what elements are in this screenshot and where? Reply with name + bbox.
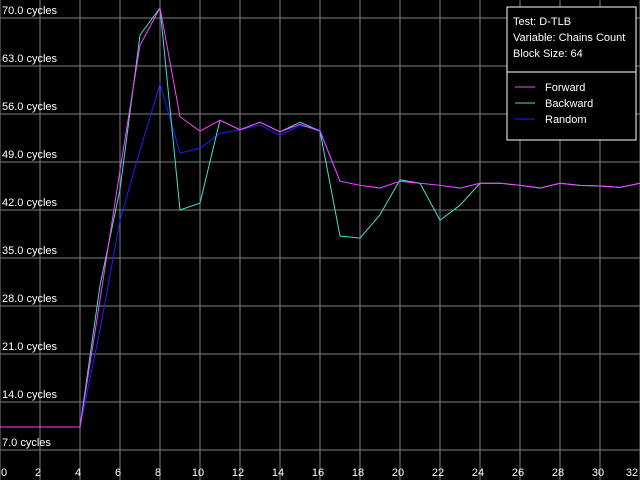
x-tick-label: 26 <box>512 467 524 479</box>
x-tick-label: 12 <box>232 467 244 479</box>
y-tick-label: 42.0 cycles <box>2 197 58 209</box>
y-tick-label: 70.0 cycles <box>2 5 58 17</box>
series-line <box>0 6 640 428</box>
x-tick-label: 4 <box>75 467 81 479</box>
annotation: Block Size: 64 <box>513 48 583 60</box>
x-tick-label: 2 <box>35 467 41 479</box>
x-tick-label: 22 <box>432 467 444 479</box>
legend-label: Forward <box>545 82 585 94</box>
y-tick-label: 14.0 cycles <box>2 389 58 401</box>
x-tick-label: 30 <box>592 467 604 479</box>
plot <box>0 6 640 428</box>
y-tick-label: 49.0 cycles <box>2 149 58 161</box>
x-tick-label: 8 <box>155 467 161 479</box>
legend-label: Backward <box>545 98 593 110</box>
y-tick-label: 21.0 cycles <box>2 341 58 353</box>
x-tick-label: 6 <box>115 467 121 479</box>
y-tick-label: 63.0 cycles <box>2 53 58 65</box>
annotation: Test: D-TLB <box>513 16 571 28</box>
y-tick-label: 35.0 cycles <box>2 245 58 257</box>
x-tick-label: 20 <box>392 467 404 479</box>
y-tick-label: 7.0 cycles <box>2 437 51 449</box>
legend: Test: D-TLB Variable: Chains Count Block S… <box>506 6 637 141</box>
x-tick-label: 10 <box>192 467 204 479</box>
y-tick-label: 56.0 cycles <box>2 101 58 113</box>
x-tick-label: 14 <box>272 467 284 479</box>
x-tick-label: 24 <box>472 467 484 479</box>
x-tick-label: 32 <box>626 467 638 479</box>
legend-box <box>506 6 637 141</box>
x-tick-label: 0 <box>1 467 7 479</box>
x-tick-label: 16 <box>312 467 324 479</box>
annotation: Variable: Chains Count <box>513 32 625 44</box>
x-tick-label: 28 <box>552 467 564 479</box>
x-tick-label: 18 <box>352 467 364 479</box>
legend-label: Random <box>545 114 587 126</box>
y-tick-label: 28.0 cycles <box>2 293 58 305</box>
